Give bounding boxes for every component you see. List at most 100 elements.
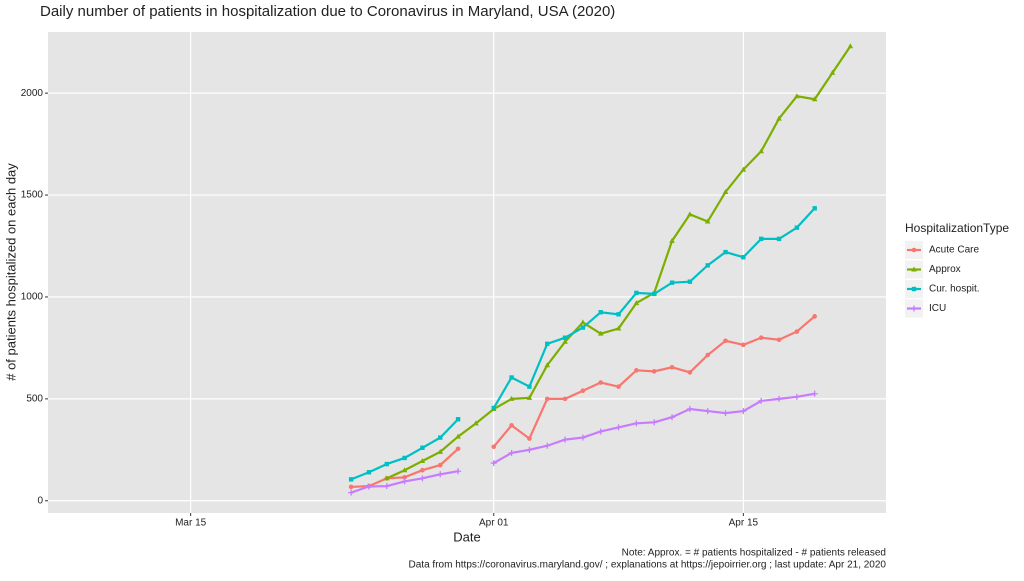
y-tick-label: 1500 bbox=[21, 190, 44, 201]
point bbox=[544, 362, 551, 368]
point bbox=[420, 467, 425, 473]
point bbox=[437, 448, 444, 454]
y-tick-label: 0 bbox=[37, 495, 43, 506]
point bbox=[509, 423, 514, 428]
point bbox=[687, 279, 693, 284]
point bbox=[526, 446, 533, 453]
point bbox=[812, 206, 817, 211]
point bbox=[526, 394, 533, 400]
point bbox=[794, 329, 800, 334]
point bbox=[704, 408, 711, 415]
point bbox=[544, 396, 550, 402]
point bbox=[652, 291, 657, 297]
point bbox=[366, 470, 372, 475]
point bbox=[490, 460, 497, 467]
x-tick-label: Apr 15 bbox=[729, 518, 759, 529]
point bbox=[508, 395, 515, 401]
legend-title: HospitalizationType bbox=[905, 221, 1009, 235]
legend-label: Cur. hospit. bbox=[929, 284, 980, 295]
point bbox=[847, 43, 854, 49]
point bbox=[776, 337, 782, 343]
y-tick-label: 500 bbox=[26, 394, 43, 405]
point bbox=[811, 390, 818, 397]
point bbox=[598, 310, 603, 315]
point bbox=[420, 445, 425, 450]
point bbox=[722, 188, 729, 194]
y-tick-label: 2000 bbox=[21, 88, 44, 99]
point bbox=[455, 433, 461, 439]
panel bbox=[48, 32, 886, 513]
point bbox=[580, 319, 586, 325]
point bbox=[758, 236, 764, 242]
point bbox=[687, 370, 693, 375]
point bbox=[758, 397, 765, 404]
point bbox=[491, 444, 497, 450]
point bbox=[597, 330, 604, 336]
legend-label: ICU bbox=[929, 303, 946, 314]
point bbox=[651, 369, 657, 374]
point bbox=[562, 396, 568, 402]
point bbox=[508, 449, 515, 456]
point bbox=[651, 419, 658, 426]
point bbox=[633, 420, 640, 427]
point bbox=[615, 325, 622, 331]
point bbox=[597, 428, 604, 435]
point bbox=[455, 417, 461, 422]
point bbox=[348, 484, 354, 490]
point bbox=[401, 478, 408, 485]
point bbox=[545, 341, 550, 347]
legend-marker bbox=[911, 286, 917, 292]
point bbox=[616, 384, 621, 389]
point bbox=[348, 477, 354, 482]
point bbox=[794, 93, 800, 99]
legend-marker bbox=[911, 247, 917, 253]
point bbox=[383, 475, 390, 481]
legend-label: Acute Care bbox=[929, 245, 979, 256]
point bbox=[758, 148, 764, 154]
point bbox=[527, 436, 532, 441]
point bbox=[686, 406, 693, 413]
point bbox=[758, 335, 764, 341]
y-tick-label: 1000 bbox=[21, 292, 44, 303]
point bbox=[527, 384, 532, 389]
x-axis-title: Date bbox=[453, 529, 480, 544]
point bbox=[402, 455, 407, 461]
point bbox=[741, 255, 746, 260]
point bbox=[811, 96, 818, 102]
legend-label: Approx bbox=[929, 264, 961, 275]
point bbox=[384, 461, 389, 467]
point bbox=[562, 335, 568, 340]
point bbox=[580, 325, 586, 330]
point bbox=[615, 424, 622, 431]
point bbox=[348, 489, 355, 496]
point bbox=[705, 352, 711, 358]
point bbox=[793, 393, 800, 400]
legend-marker bbox=[911, 305, 917, 312]
point bbox=[579, 434, 586, 441]
x-tick-label: Apr 01 bbox=[479, 518, 509, 529]
y-axis-title: # of patients hospitalized on each day bbox=[3, 163, 18, 381]
point bbox=[437, 471, 444, 478]
point bbox=[740, 166, 747, 172]
point bbox=[455, 468, 462, 475]
point bbox=[437, 462, 443, 468]
point bbox=[455, 446, 461, 452]
point bbox=[544, 442, 551, 449]
point bbox=[634, 290, 639, 296]
point bbox=[491, 405, 496, 411]
point bbox=[419, 458, 426, 464]
point bbox=[419, 475, 426, 482]
point bbox=[705, 263, 710, 268]
note: Data from https://coronavirus.maryland.g… bbox=[409, 560, 887, 571]
legend-marker bbox=[911, 266, 917, 272]
point bbox=[616, 312, 621, 317]
point bbox=[580, 388, 586, 394]
point bbox=[704, 218, 711, 224]
point bbox=[723, 338, 728, 344]
point bbox=[473, 420, 479, 426]
point bbox=[812, 314, 817, 319]
point bbox=[669, 280, 675, 285]
point bbox=[562, 338, 568, 344]
point bbox=[669, 414, 676, 421]
